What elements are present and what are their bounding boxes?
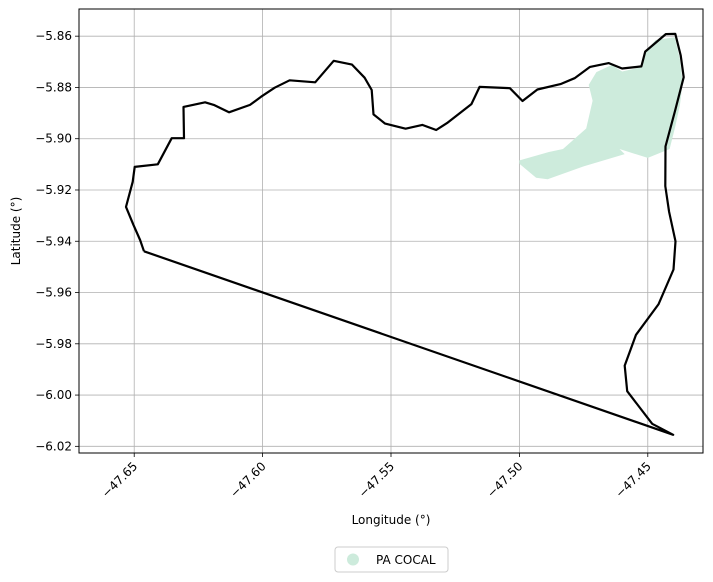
y-tick-label: −5.92 [35,183,72,197]
y-tick-label: −6.02 [35,439,72,453]
legend-box [334,546,449,573]
y-tick-label: −5.98 [35,337,72,351]
legend-label: PA COCAL [376,553,436,567]
y-tick-label: −5.86 [35,29,72,43]
y-tick-label: −5.90 [35,132,72,146]
y-tick-label: −5.94 [35,234,72,248]
map-features [124,32,685,436]
y-tick-label: −6.00 [35,388,72,402]
y-axis-ticks: −5.86 −5.88 −5.90 −5.92 −5.94 −5.96 −5.98 −6.00… [35,29,79,453]
municipality-boundary [124,32,685,436]
legend-swatch [347,553,359,566]
legend: PA COCAL [334,546,449,573]
y-axis-label: Latitude (°) [9,197,23,266]
y-tick-label: −5.96 [35,286,72,300]
y-tick-label: −5.88 [35,80,72,94]
pa-cocal-area [519,37,683,180]
x-axis-label: Longitude (°) [352,513,431,527]
